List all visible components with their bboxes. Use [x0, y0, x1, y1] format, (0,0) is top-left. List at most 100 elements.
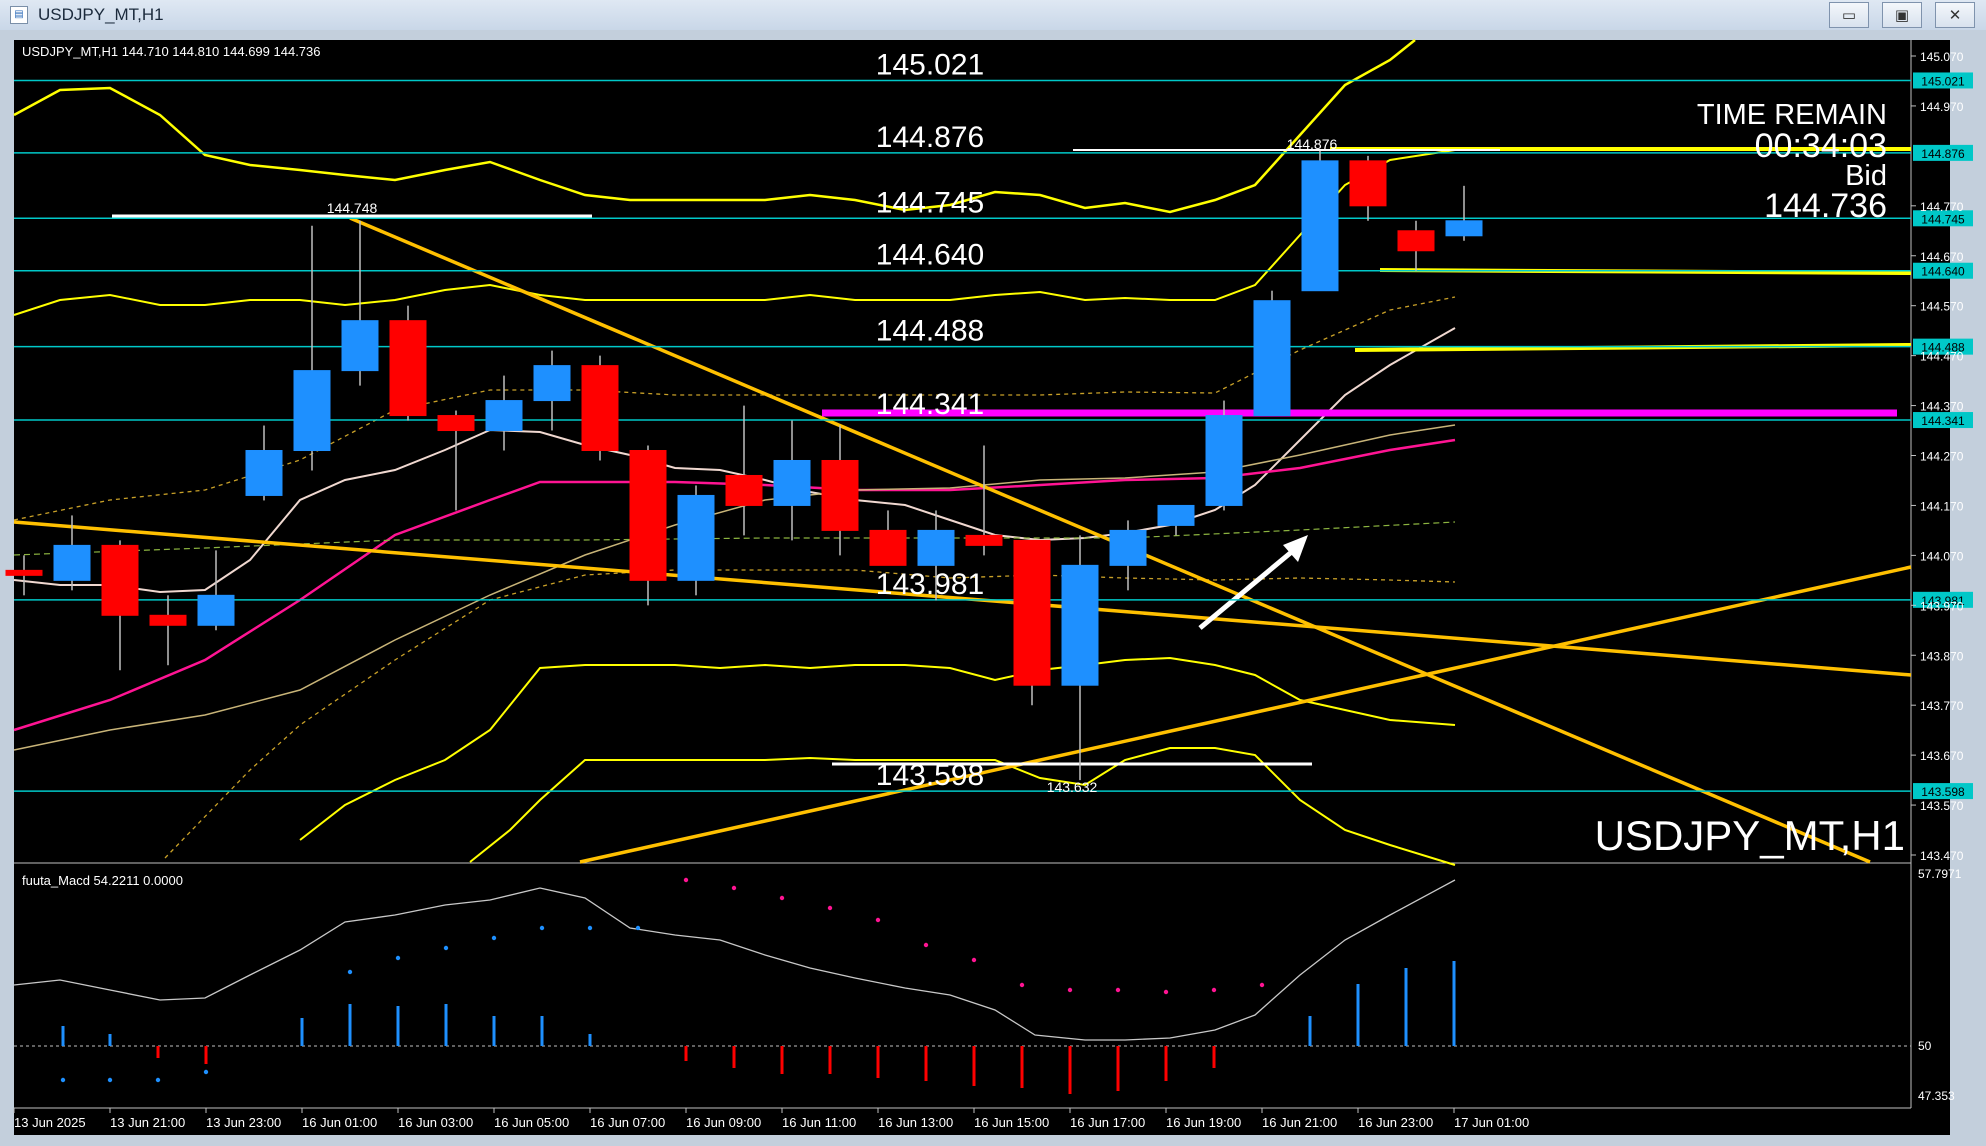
candle-body [725, 474, 763, 506]
candle-body [629, 450, 667, 581]
bollinger-lower-outer [469, 747, 1456, 866]
time-tick-label: 16 Jun 13:00 [878, 1115, 953, 1130]
candle-body [917, 529, 955, 566]
bollinger-lower-inner [299, 656, 1456, 841]
level-label: 143.981 [876, 568, 984, 601]
price-tick-label: 143.770 [1920, 699, 1964, 713]
level-tag-text: 144.640 [1921, 265, 1965, 279]
candle-body [389, 320, 427, 417]
price-tick-label: 144.570 [1920, 300, 1964, 314]
candles-group [5, 150, 1483, 781]
price-axis-labels: 145.070 144.970 144.770 144.670 144.570 144.4… [1911, 50, 1964, 863]
macd-dot [1259, 982, 1265, 988]
time-tick-label: 13 Jun 2025 [14, 1115, 86, 1130]
candle-body [1205, 415, 1243, 506]
price-tick-label: 144.370 [1920, 400, 1964, 414]
price-tick-label: 144.170 [1920, 499, 1964, 513]
candle-body [245, 450, 283, 496]
macd-label: fuuta_Macd 54.2211 0.0000 [22, 873, 183, 888]
level-tag-text: 143.598 [1921, 785, 1965, 799]
macd-scale-label: 47.353 [1918, 1089, 1955, 1103]
candle-body [197, 594, 235, 626]
time-tick-label: 16 Jun 11:00 [782, 1115, 856, 1130]
level-lines-group: 145.021 145.021 144.876 144.876 144.745 144.7… [14, 48, 1973, 800]
level-tag-text: 144.488 [1921, 341, 1965, 355]
chart-window-icon: ▤ [10, 6, 28, 24]
support-line [1354, 343, 1912, 352]
candle-body [1349, 160, 1387, 207]
macd-dot [971, 957, 977, 963]
level-tag-text: 145.021 [1921, 74, 1965, 88]
price-tick-label: 144.470 [1920, 350, 1964, 364]
level-label: 144.745 [876, 186, 984, 219]
macd-dot [635, 925, 641, 931]
level-tag-text: 144.876 [1921, 147, 1965, 161]
level-tag [1913, 144, 1973, 161]
macd-dot [60, 1077, 66, 1083]
candle-body [869, 529, 907, 566]
macd-signal-line [13, 879, 1456, 1041]
bid-label: Bid [1845, 160, 1887, 192]
level-label: 144.341 [876, 388, 984, 421]
level-tag [1913, 210, 1973, 227]
bollinger-upper-outer [13, 39, 1416, 214]
macd-dot [443, 945, 449, 951]
bollinger-upper-inner [13, 149, 1456, 316]
level-label: 144.876 [876, 121, 984, 154]
time-remain-label: TIME REMAIN [1697, 99, 1887, 131]
candle-body [533, 365, 571, 402]
macd-dot [395, 955, 401, 961]
macd-dot [491, 935, 497, 941]
level-tag [1913, 591, 1973, 608]
level-label: 145.021 [876, 48, 984, 81]
level-tag [1913, 412, 1973, 429]
candle-body [149, 614, 187, 626]
time-tick-label: 16 Jun 17:00 [1070, 1115, 1145, 1130]
candle-body [5, 569, 43, 576]
level-label: 144.488 [876, 315, 984, 348]
close-button[interactable]: ✕ [1935, 2, 1975, 28]
time-tick-label: 13 Jun 23:00 [206, 1115, 281, 1130]
maximize-button[interactable]: ▣ [1882, 2, 1922, 28]
flat-trendline [13, 520, 1912, 677]
bid-value: 144.736 [1764, 187, 1887, 225]
candle-body [821, 459, 859, 531]
candle-body [437, 415, 475, 432]
candle-body [53, 544, 91, 581]
candle-body [485, 400, 523, 432]
arrow-shaft [1198, 543, 1302, 630]
macd-dot [827, 905, 833, 911]
level-tag-text: 143.981 [1921, 594, 1965, 608]
window-title: USDJPY_MT,H1 [38, 5, 164, 24]
level-tag [1913, 72, 1973, 89]
macd-dot [347, 969, 353, 975]
candle-body [1397, 230, 1435, 252]
minimize-button[interactable]: ▭ [1829, 2, 1869, 28]
candle-body [677, 494, 715, 581]
ascending-trendline [579, 565, 1912, 864]
price-tick-label: 144.970 [1920, 100, 1964, 114]
candle-body [773, 459, 811, 506]
macd-scale-label: 57.7971 [1918, 867, 1962, 881]
ma-long-tan [13, 424, 1456, 751]
macd-dot [587, 925, 593, 931]
level-label: 143.598 [876, 759, 984, 792]
macd-dot [155, 1077, 161, 1083]
time-axis-labels: 13 Jun 2025 13 Jun 21:00 13 Jun 23:00 16 Ju… [13, 1108, 1529, 1130]
time-tick-label: 16 Jun 19:00 [1166, 1115, 1241, 1130]
chart-info-text: USDJPY_MT,H1 144.710 144.810 144.699 144… [22, 44, 321, 59]
candle-body [1253, 300, 1291, 417]
level-tag [1913, 262, 1973, 279]
level-tag-text: 144.341 [1921, 414, 1965, 428]
price-tick-label: 143.870 [1920, 649, 1964, 663]
candle-body [101, 544, 139, 616]
time-tick-label: 16 Jun 05:00 [494, 1115, 569, 1130]
price-tick-label: 143.670 [1920, 749, 1964, 763]
ma-green-dashed [13, 521, 1456, 556]
arrow-head [1283, 535, 1308, 562]
candle-body [1013, 539, 1051, 686]
candle-body [965, 534, 1003, 546]
time-tick-label: 16 Jun 03:00 [398, 1115, 473, 1130]
macd-dot [731, 885, 737, 891]
